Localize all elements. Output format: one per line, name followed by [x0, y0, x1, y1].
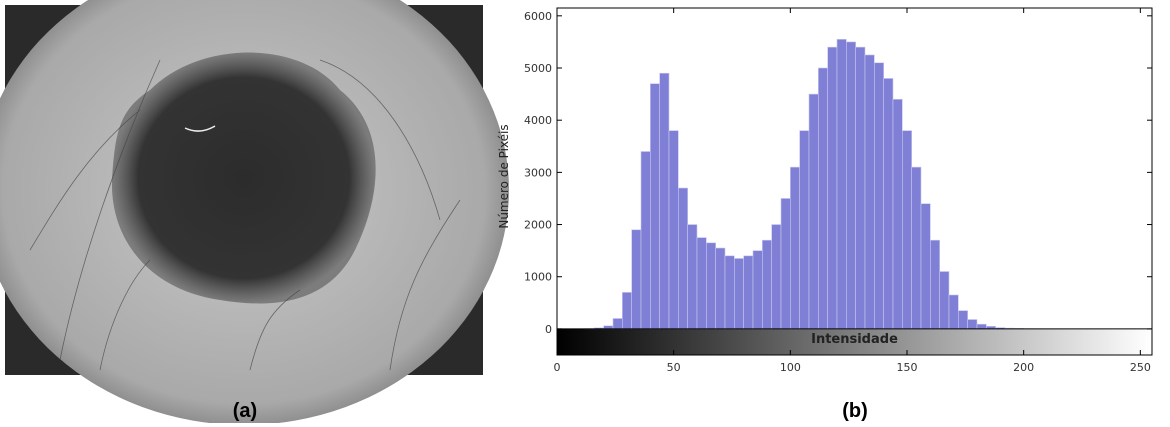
- bar: [734, 258, 743, 328]
- bar: [660, 73, 669, 329]
- bar: [762, 240, 771, 329]
- bar: [958, 311, 967, 329]
- bar: [809, 94, 818, 329]
- bar: [688, 225, 697, 329]
- caption: (a): [233, 400, 257, 422]
- bar: [884, 78, 893, 328]
- bar: [622, 292, 631, 329]
- bar: [865, 55, 874, 329]
- bar: [818, 68, 827, 329]
- bar: [921, 204, 930, 329]
- bar: [790, 167, 799, 329]
- x-tick-label: 100: [780, 361, 801, 374]
- bar: [669, 131, 678, 329]
- bar: [828, 47, 837, 329]
- bar: [650, 84, 659, 329]
- bar: [902, 131, 911, 329]
- histogram-chart: Intensidade 0 1000 2000 3000 4000 5000 6000 0 50 1…: [497, 8, 1152, 374]
- bar: [716, 248, 725, 329]
- x-axis-label: Intensidade: [811, 332, 898, 347]
- x-tick-label: 0: [554, 361, 561, 374]
- bar: [632, 230, 641, 329]
- x-tick-label: 50: [667, 361, 681, 374]
- bar: [641, 151, 650, 328]
- bar: [697, 238, 706, 329]
- bar: [968, 320, 977, 329]
- x-tick-label: 150: [897, 361, 918, 374]
- bar: [613, 318, 622, 328]
- bar: [753, 251, 762, 329]
- x-tick-label: 250: [1130, 361, 1151, 374]
- bar: [800, 131, 809, 329]
- x-tick-label: 200: [1013, 361, 1034, 374]
- bar: [893, 99, 902, 329]
- bar: [977, 324, 986, 329]
- y-tick-label: 6000: [524, 10, 552, 23]
- bar: [725, 256, 734, 329]
- bar: [781, 198, 790, 328]
- bar: [930, 240, 939, 329]
- bar: [912, 167, 921, 329]
- bar: [678, 188, 687, 329]
- caption: (b): [842, 400, 868, 422]
- y-tick-label: 5000: [524, 62, 552, 75]
- bar: [856, 47, 865, 329]
- y-tick-label: 3000: [524, 166, 552, 179]
- y-tick-label: 2000: [524, 219, 552, 232]
- bar: [940, 272, 949, 329]
- bar: [874, 63, 883, 329]
- y-tick-label: 1000: [524, 271, 552, 284]
- y-axis-label: Número de Pixéis: [497, 124, 511, 228]
- bar: [949, 295, 958, 329]
- bar: [837, 39, 846, 329]
- bar: [772, 225, 781, 329]
- bar: [706, 243, 715, 329]
- y-tick-label: 0: [545, 323, 552, 336]
- bar: [744, 256, 753, 329]
- y-tick-label: 4000: [524, 114, 552, 127]
- bar: [846, 42, 855, 329]
- dermoscopy-image: [0, 0, 509, 423]
